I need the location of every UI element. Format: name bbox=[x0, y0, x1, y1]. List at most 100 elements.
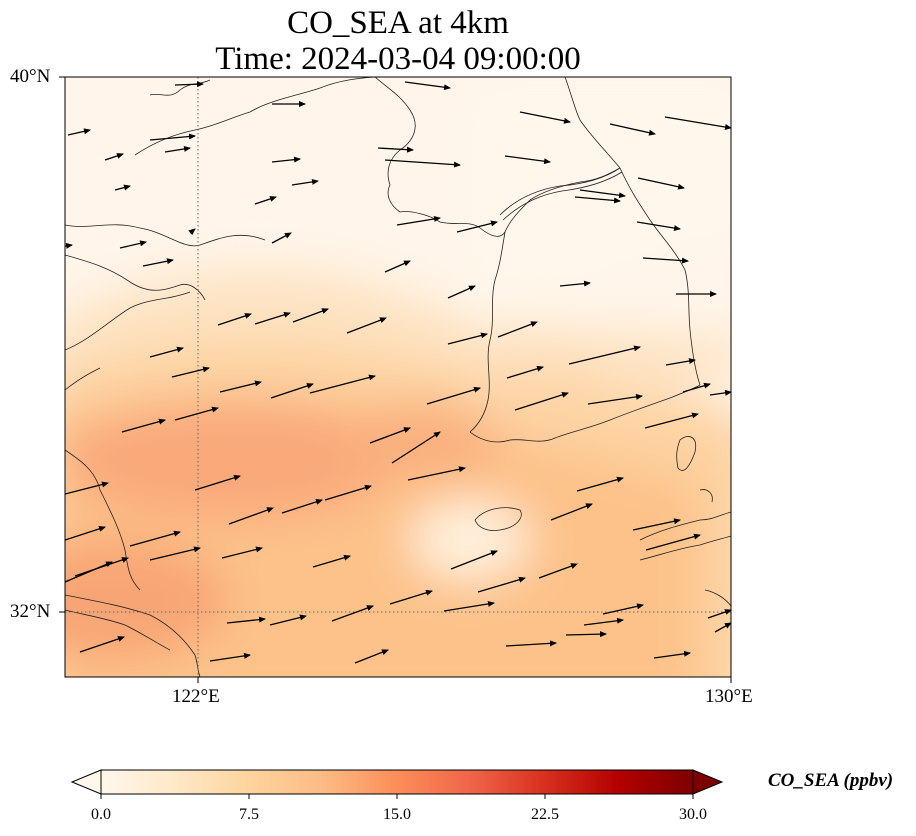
wind-arrow bbox=[309, 374, 376, 394]
wind-arrow bbox=[65, 561, 113, 583]
wind-arrow bbox=[164, 145, 191, 153]
wind-arrow bbox=[505, 640, 557, 647]
wind-arrow bbox=[324, 484, 372, 501]
wind-arrow bbox=[292, 308, 329, 323]
wind-arrow bbox=[79, 636, 125, 653]
wind-arrow bbox=[331, 605, 374, 622]
wind-arrow bbox=[609, 123, 656, 136]
wind-arrow bbox=[270, 383, 314, 399]
coastlines bbox=[65, 77, 731, 677]
wind-arrow bbox=[226, 616, 266, 624]
colorbar-ticks bbox=[100, 794, 694, 799]
wind-arrow bbox=[709, 389, 731, 396]
wind-arrow bbox=[65, 526, 106, 541]
wind-arrow bbox=[209, 652, 251, 662]
wind-arrow bbox=[443, 600, 495, 612]
colorbar-extend-min bbox=[70, 769, 102, 795]
wind-arrow bbox=[456, 220, 498, 233]
wind-arrow bbox=[384, 260, 411, 273]
wind-arrow bbox=[504, 155, 551, 165]
wind-arrow bbox=[312, 554, 351, 568]
wind-arrow bbox=[407, 466, 466, 481]
wind-arrow bbox=[67, 128, 91, 136]
wind-arrow bbox=[129, 530, 181, 547]
wind-arrow bbox=[579, 189, 626, 199]
wind-arrow bbox=[447, 285, 476, 299]
wind-arrow bbox=[194, 474, 241, 491]
wind-arrow bbox=[149, 346, 184, 358]
wind-arrow bbox=[587, 393, 643, 405]
wind-arrow bbox=[346, 317, 387, 334]
wind-arrow bbox=[447, 332, 488, 345]
wind-arrow bbox=[538, 563, 578, 579]
wind-arrow bbox=[271, 156, 301, 163]
wind-arrow bbox=[149, 546, 201, 561]
wind-arrow bbox=[354, 649, 389, 664]
wind-arrow bbox=[644, 412, 699, 429]
wind-arrow bbox=[188, 228, 196, 236]
wind-arrow bbox=[574, 196, 621, 204]
wind-arrow bbox=[396, 216, 441, 226]
wind-arrow bbox=[119, 240, 147, 249]
wind-arrow bbox=[602, 603, 644, 615]
colorbar-extend-max bbox=[692, 769, 724, 795]
wind-arrow bbox=[391, 431, 441, 464]
concentration-field bbox=[65, 80, 731, 677]
wind-arrow bbox=[565, 631, 607, 638]
wind-arrow bbox=[217, 313, 252, 326]
wind-arrow bbox=[171, 366, 210, 378]
wind-arrow bbox=[174, 81, 204, 88]
wind-arrow bbox=[514, 391, 569, 411]
wind-arrow bbox=[636, 221, 681, 231]
lon-tick-label-130e: 130°E bbox=[705, 686, 753, 707]
wind-arrow bbox=[450, 550, 498, 570]
wind-vectors bbox=[65, 81, 731, 664]
lon-tick-label-122e: 122°E bbox=[172, 686, 220, 707]
wind-arrow bbox=[369, 427, 411, 444]
wind-arrow bbox=[114, 184, 131, 191]
wind-arrow bbox=[426, 386, 481, 405]
wind-arrow bbox=[174, 406, 219, 421]
wind-arrow bbox=[221, 546, 263, 559]
wind-arrow bbox=[104, 153, 124, 161]
wind-arrow bbox=[142, 258, 174, 267]
wind-arrow bbox=[714, 622, 731, 633]
wind-arrow bbox=[506, 365, 544, 379]
wind-arrow bbox=[149, 133, 196, 141]
colorbar-tick-label: 0.0 bbox=[91, 806, 111, 823]
wind-arrow bbox=[254, 311, 291, 325]
wind-arrow bbox=[664, 116, 731, 130]
wind-arrow bbox=[707, 609, 731, 619]
wind-arrow bbox=[271, 232, 292, 244]
wind-arrow bbox=[65, 481, 109, 495]
lat-tick-label-40n: 40°N bbox=[10, 66, 51, 87]
map-panel bbox=[65, 77, 731, 677]
wind-arrow bbox=[281, 499, 323, 514]
colorbar bbox=[70, 769, 724, 799]
wind-arrow bbox=[497, 321, 538, 338]
wind-arrow bbox=[384, 159, 461, 168]
wind-arrow bbox=[665, 358, 696, 366]
wind-arrow bbox=[682, 382, 711, 393]
wind-arrow bbox=[559, 280, 591, 287]
wind-arrow bbox=[121, 418, 166, 433]
wind-arrow bbox=[576, 476, 624, 492]
wind-arrow bbox=[389, 589, 433, 605]
wind-arrow bbox=[404, 81, 451, 91]
colorbar-tick-label: 30.0 bbox=[679, 806, 707, 823]
wind-arrow bbox=[632, 518, 681, 531]
wind-arrow bbox=[642, 257, 689, 264]
wind-arrow bbox=[65, 242, 73, 249]
wind-arrow bbox=[568, 345, 641, 365]
wind-arrow bbox=[519, 111, 571, 124]
colorbar-title: CO_SEA (ppbv) bbox=[768, 770, 894, 791]
wind-arrow bbox=[477, 576, 526, 593]
wind-arrow bbox=[269, 614, 307, 626]
colorbar-tick-label: 15.0 bbox=[383, 806, 411, 823]
wind-arrow bbox=[583, 617, 624, 626]
wind-arrow bbox=[219, 380, 262, 393]
colorbar-tick-label: 7.5 bbox=[239, 806, 259, 823]
wind-arrow bbox=[377, 146, 414, 153]
wind-arrow bbox=[637, 177, 685, 190]
